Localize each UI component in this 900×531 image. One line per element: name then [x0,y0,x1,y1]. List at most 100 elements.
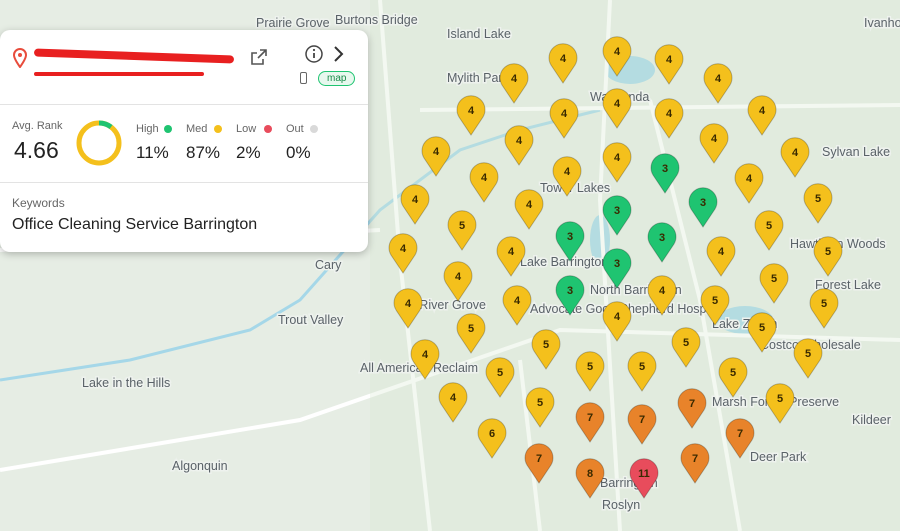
pin-rank: 4 [516,135,523,147]
rank-pin[interactable]: 4 [421,136,451,177]
rank-pin[interactable]: 4 [469,162,499,203]
rank-pin[interactable]: 5 [747,312,777,353]
rank-donut [76,120,122,166]
rank-pin[interactable]: 5 [793,338,823,379]
rank-pin[interactable]: 4 [438,382,468,423]
divider [0,104,368,105]
pin-rank: 4 [666,108,673,120]
phone-icon [300,72,307,84]
rank-pin[interactable]: 5 [813,236,843,277]
rank-pin[interactable]: 5 [525,387,555,428]
place-label: Lake Barrington [520,255,608,269]
place-label: Tower Lakes [540,181,610,195]
rank-pin[interactable]: 4 [410,339,440,380]
rank-pin[interactable]: 4 [393,288,423,329]
rank-pin[interactable]: 4 [734,163,764,204]
rank-pin[interactable]: 4 [703,63,733,104]
rank-pin[interactable]: 4 [499,63,529,104]
rank-pin[interactable]: 4 [456,95,486,136]
rank-pin[interactable]: 4 [388,233,418,274]
pin-shape [575,351,605,392]
rank-pin[interactable]: 5 [718,357,748,398]
place-label: Lake in the Hills [82,376,170,390]
avg-rank: 4.66 [14,137,59,163]
next-button[interactable] [332,45,346,63]
rank-pin[interactable]: 4 [443,261,473,302]
rank-pin[interactable]: 4 [654,98,684,139]
rank-pin[interactable]: 4 [602,88,632,129]
rank-pin[interactable]: 4 [400,184,430,225]
rank-pin[interactable]: 4 [780,137,810,178]
rank-pin[interactable]: 4 [548,43,578,84]
pin-rank: 4 [666,54,673,66]
rank-pin[interactable]: 4 [602,301,632,342]
pin-rank: 4 [614,98,621,110]
rank-pin[interactable]: 4 [602,142,632,183]
rank-pin[interactable]: 5 [447,210,477,251]
rank-pin[interactable]: 5 [754,210,784,251]
rank-pin[interactable]: 11 [629,458,659,499]
rank-pin[interactable]: 8 [575,458,605,499]
pin-rank: 6 [489,428,495,440]
stat-dot [264,125,272,133]
rank-pin[interactable]: 3 [650,153,680,194]
rank-pin[interactable]: 3 [555,221,585,262]
rank-pin[interactable]: 7 [680,443,710,484]
rank-pin[interactable]: 3 [647,222,677,263]
pin-shape [602,195,632,236]
rank-pin[interactable]: 7 [524,443,554,484]
stat-dot [310,125,318,133]
place-label: Ivanhoe [864,16,900,30]
rank-pin[interactable]: 4 [496,236,526,277]
pin-rank: 7 [737,428,743,440]
pin-shape [747,95,777,136]
rank-pin[interactable]: 7 [677,388,707,429]
rank-pin[interactable]: 5 [456,313,486,354]
rank-pin[interactable]: 4 [549,98,579,139]
pin-shape [602,36,632,77]
rank-pin[interactable]: 5 [575,351,605,392]
rank-pin[interactable]: 5 [485,357,515,398]
pin-shape [629,458,659,499]
rank-pin[interactable]: 5 [765,383,795,424]
rank-pin[interactable]: 4 [654,44,684,85]
rank-pin[interactable]: 4 [552,156,582,197]
info-button[interactable] [304,44,324,64]
pin-shape [734,163,764,204]
rank-pin[interactable]: 4 [502,285,532,326]
rank-pin[interactable]: 4 [504,125,534,166]
rank-pin[interactable]: 7 [627,404,657,445]
rank-pin[interactable]: 7 [575,402,605,443]
stat-dot [164,125,172,133]
rank-pin[interactable]: 4 [514,189,544,230]
rank-pin[interactable]: 5 [700,285,730,326]
open-link[interactable] [250,48,268,66]
rank-pin[interactable]: 4 [647,275,677,316]
pin-rank: 3 [700,197,706,209]
rank-pin[interactable]: 5 [803,183,833,224]
rank-pin[interactable]: 4 [747,95,777,136]
rank-pin[interactable]: 5 [759,263,789,304]
pin-shape [725,418,755,459]
place-label: Kildeer [852,413,891,427]
rank-pin[interactable]: 7 [725,418,755,459]
place-label: Mylith Park [447,71,510,85]
rank-pin[interactable]: 5 [627,351,657,392]
map-badge[interactable]: map [318,71,356,86]
rank-pin[interactable]: 4 [706,236,736,277]
rank-pin[interactable]: 6 [477,418,507,459]
pin-rank: 4 [455,271,462,283]
rank-pin[interactable]: 3 [555,275,585,316]
pin-rank: 7 [689,398,695,410]
pin-shape [793,338,823,379]
pin-rank: 5 [805,348,811,360]
rank-pin[interactable]: 3 [688,187,718,228]
rank-pin[interactable]: 4 [602,36,632,77]
rank-pin[interactable]: 4 [699,123,729,164]
rank-pin[interactable]: 5 [809,288,839,329]
pin-shape [680,443,710,484]
rank-pin[interactable]: 3 [602,248,632,289]
rank-pin[interactable]: 5 [531,329,561,370]
rank-pin[interactable]: 3 [602,195,632,236]
rank-pin[interactable]: 5 [671,327,701,368]
